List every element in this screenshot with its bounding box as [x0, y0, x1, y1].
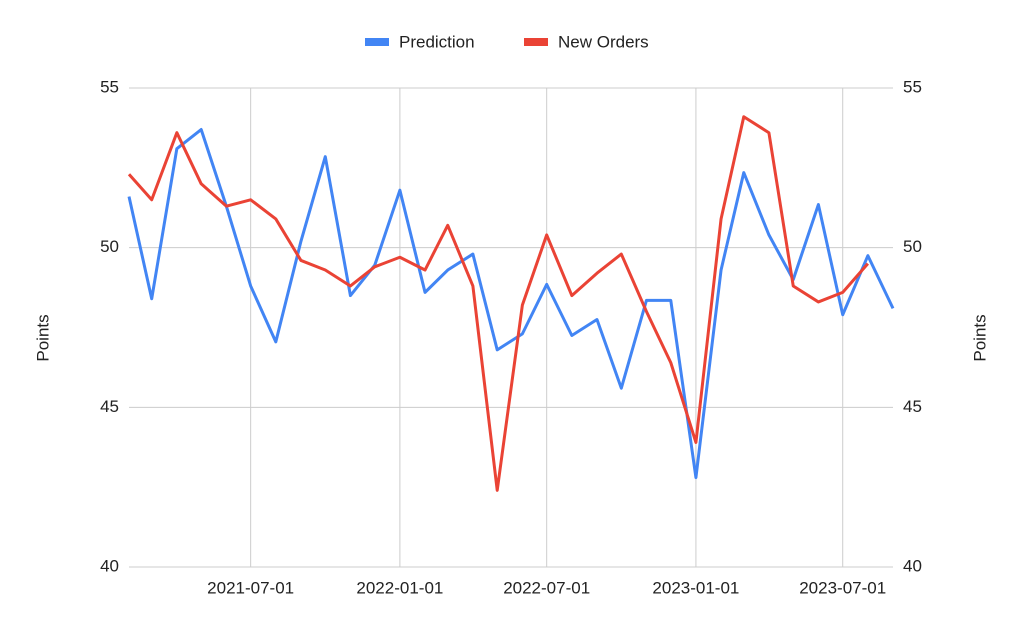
- x-tick-label: 2023-01-01: [652, 578, 739, 597]
- y2-tick-label: 45: [903, 397, 922, 416]
- y-tick-label: 55: [100, 77, 119, 96]
- y-tick-label: 50: [100, 237, 119, 256]
- legend-swatch: [524, 38, 548, 46]
- y-axis-label: Points: [33, 314, 52, 361]
- legend-label: New Orders: [558, 32, 649, 51]
- x-tick-label: 2022-01-01: [356, 578, 443, 597]
- x-tick-label: 2023-07-01: [799, 578, 886, 597]
- x-tick-label: 2022-07-01: [503, 578, 590, 597]
- y2-axis-label: Points: [970, 314, 989, 361]
- line-series: [127, 128, 895, 480]
- line-series: [127, 115, 869, 492]
- y2-tick-label: 55: [903, 77, 922, 96]
- legend-label: Prediction: [399, 32, 475, 51]
- y2-tick-label: 50: [903, 237, 922, 256]
- x-tick-label: 2021-07-01: [207, 578, 294, 597]
- y-tick-label: 40: [100, 556, 119, 575]
- y-tick-label: 45: [100, 397, 119, 416]
- legend-swatch: [365, 38, 389, 46]
- y2-tick-label: 40: [903, 556, 922, 575]
